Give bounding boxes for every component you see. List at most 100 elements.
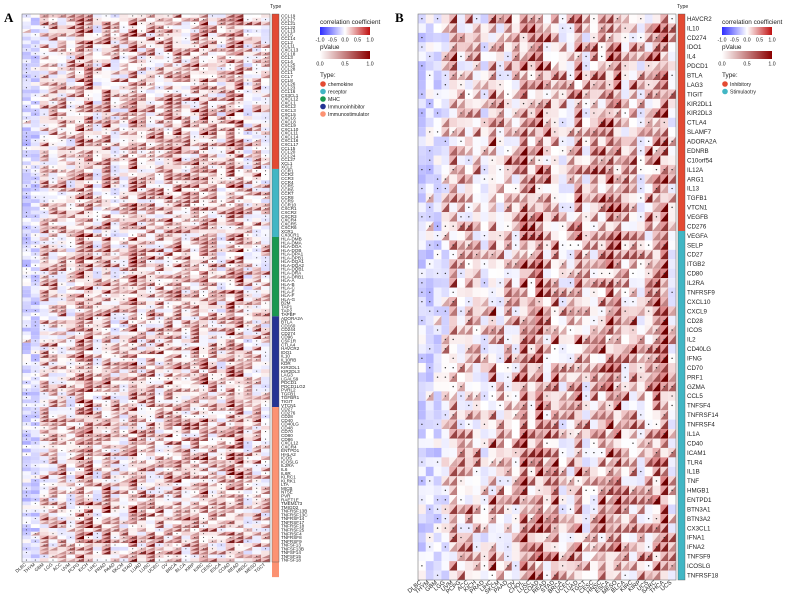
heatmap-pvalue-triangle bbox=[181, 66, 191, 71]
significance-mark bbox=[203, 143, 205, 145]
heatmap-cell bbox=[66, 218, 76, 222]
heatmap-pvalue-triangle bbox=[172, 93, 182, 98]
significance-mark bbox=[265, 64, 267, 66]
heatmap-cell bbox=[128, 63, 138, 67]
significance-mark bbox=[211, 166, 213, 168]
heatmap-pvalue-triangle bbox=[163, 218, 173, 222]
heatmap-cell bbox=[30, 150, 40, 154]
significance-mark bbox=[211, 49, 213, 51]
heatmap-cell bbox=[172, 82, 182, 86]
significance-mark bbox=[256, 313, 258, 316]
significance-mark bbox=[87, 185, 89, 187]
heatmap-pvalue-triangle bbox=[92, 36, 102, 41]
heatmap-cell bbox=[30, 346, 40, 351]
heatmap-pvalue-triangle bbox=[181, 142, 191, 147]
significance-mark bbox=[141, 272, 143, 274]
significance-mark bbox=[203, 79, 205, 81]
heatmap-cell bbox=[163, 308, 173, 313]
significance-mark bbox=[141, 124, 143, 127]
heatmap-cell bbox=[119, 233, 129, 238]
heatmap-pvalue-triangle bbox=[190, 142, 200, 147]
heatmap-pvalue-triangle bbox=[57, 180, 67, 185]
significance-mark bbox=[114, 94, 116, 96]
significance-mark bbox=[87, 41, 89, 43]
significance-mark bbox=[247, 306, 249, 308]
significance-mark bbox=[158, 53, 160, 55]
significance-mark bbox=[247, 158, 249, 161]
significance-mark bbox=[123, 94, 125, 96]
significance-mark bbox=[247, 68, 249, 70]
significance-mark bbox=[114, 336, 116, 338]
significance-mark bbox=[87, 155, 89, 157]
heatmap-cell bbox=[22, 320, 31, 324]
significance-mark bbox=[61, 170, 63, 172]
heatmap-cell bbox=[190, 229, 200, 234]
heatmap-cell bbox=[30, 191, 40, 196]
significance-mark bbox=[61, 325, 63, 327]
heatmap-cell bbox=[243, 342, 253, 347]
heatmap-cell bbox=[146, 252, 155, 256]
significance-mark bbox=[43, 185, 45, 187]
significance-mark bbox=[61, 34, 63, 36]
heatmap-pvalue-triangle bbox=[208, 187, 217, 192]
significance-mark bbox=[256, 359, 258, 361]
significance-mark bbox=[52, 359, 54, 361]
heatmap-pvalue-triangle bbox=[154, 97, 164, 101]
heatmap-cell bbox=[199, 55, 209, 60]
heatmap-pvalue-triangle bbox=[119, 66, 129, 71]
significance-mark bbox=[34, 75, 36, 77]
heatmap-pvalue-triangle bbox=[261, 108, 270, 113]
significance-mark bbox=[185, 121, 187, 123]
significance-mark bbox=[194, 79, 196, 81]
significance-mark bbox=[79, 238, 81, 240]
heatmap-cell bbox=[30, 40, 40, 45]
significance-mark bbox=[105, 238, 107, 240]
heatmap-pvalue-triangle bbox=[154, 153, 164, 158]
heatmap-cell bbox=[84, 146, 93, 151]
significance-mark bbox=[123, 200, 125, 202]
heatmap-cell bbox=[30, 305, 40, 309]
significance-mark bbox=[61, 140, 63, 142]
heatmap-cell bbox=[261, 229, 271, 234]
significance-mark bbox=[34, 170, 36, 172]
significance-mark bbox=[185, 291, 187, 293]
significance-mark bbox=[149, 306, 151, 308]
heatmap-cell bbox=[75, 214, 85, 219]
significance-mark bbox=[185, 268, 187, 270]
significance-mark bbox=[247, 34, 249, 36]
heatmap-cell bbox=[163, 165, 173, 169]
heatmap-cell bbox=[208, 17, 217, 22]
heatmap-cell bbox=[92, 335, 102, 340]
significance-mark bbox=[185, 287, 187, 289]
heatmap-cell bbox=[208, 100, 217, 105]
significance-mark bbox=[52, 325, 54, 327]
significance-mark bbox=[132, 268, 134, 270]
heatmap-pvalue-triangle bbox=[146, 187, 155, 192]
significance-mark bbox=[229, 19, 231, 21]
significance-mark bbox=[52, 355, 54, 357]
significance-mark bbox=[34, 94, 36, 96]
heatmap-pvalue-triangle bbox=[101, 176, 111, 181]
significance-mark bbox=[185, 276, 187, 278]
significance-mark bbox=[158, 87, 160, 89]
heatmap-cell bbox=[48, 134, 58, 139]
significance-mark bbox=[25, 147, 27, 149]
significance-mark bbox=[167, 257, 169, 259]
significance-mark bbox=[61, 87, 63, 89]
heatmap-cell bbox=[128, 78, 138, 83]
heatmap-pvalue-triangle bbox=[216, 55, 226, 60]
heatmap-cell bbox=[66, 165, 76, 169]
significance-mark bbox=[70, 181, 72, 183]
heatmap-cell bbox=[154, 44, 164, 49]
significance-mark bbox=[79, 317, 81, 319]
significance-mark bbox=[105, 192, 107, 195]
significance-mark bbox=[132, 15, 134, 17]
significance-mark bbox=[141, 121, 143, 123]
heatmap-pvalue-triangle bbox=[75, 63, 84, 67]
significance-mark bbox=[256, 56, 258, 59]
significance-mark bbox=[141, 332, 143, 334]
heatmap-cell bbox=[119, 17, 129, 22]
heatmap-pvalue-triangle bbox=[208, 195, 217, 200]
heatmap-pvalue-triangle bbox=[75, 187, 84, 192]
heatmap-cell bbox=[146, 17, 155, 22]
